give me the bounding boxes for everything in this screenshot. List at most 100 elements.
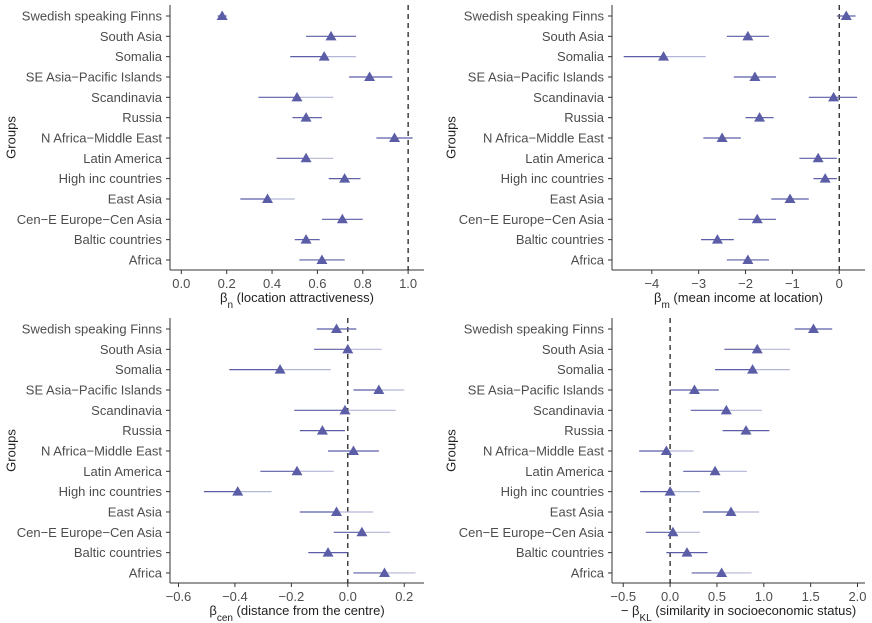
x-tick-label: −0.2	[279, 589, 305, 604]
group-label: Africa	[571, 565, 605, 580]
estimate-marker	[740, 425, 752, 435]
y-axis-title: Groups	[3, 429, 18, 472]
estimate-marker	[331, 506, 343, 516]
estimate-marker	[747, 364, 759, 374]
y-axis-title: Groups	[3, 116, 18, 159]
estimate-marker	[716, 567, 728, 577]
group-label: Russia	[122, 423, 163, 438]
group-label: Swedish speaking Finns	[22, 9, 163, 24]
group-label: High inc countries	[59, 171, 163, 186]
estimate-marker	[316, 254, 328, 264]
group-label: South Asia	[542, 342, 605, 357]
estimate-marker	[681, 547, 693, 557]
group-label: Latin America	[525, 464, 605, 479]
estimate-marker	[274, 364, 286, 374]
estimate-marker	[232, 486, 244, 496]
group-label: Cen−E Europe−Cen Asia	[459, 525, 605, 540]
group-label: Scandinavia	[91, 403, 163, 418]
group-label: Cen−E Europe−Cen Asia	[17, 525, 163, 540]
group-label: Somalia	[557, 49, 605, 64]
x-tick-label: 2.0	[848, 589, 866, 604]
x-axis-title: βm (mean income at location)	[654, 290, 823, 311]
x-tick-label: 0.6	[308, 276, 326, 291]
group-label: Baltic countries	[516, 545, 605, 560]
group-label: Somalia	[115, 362, 163, 377]
x-tick-label: 1.0	[755, 589, 773, 604]
group-label: Russia	[122, 110, 163, 125]
estimate-marker	[339, 404, 351, 415]
estimate-marker	[709, 465, 721, 476]
estimate-marker	[664, 486, 676, 496]
estimate-marker	[300, 152, 312, 163]
x-axis-title: βn (location attractiveness)	[220, 290, 374, 311]
group-label: High inc countries	[59, 484, 163, 499]
estimate-marker	[389, 132, 401, 142]
estimate-marker	[711, 234, 723, 244]
x-tick-label: −3	[691, 276, 706, 291]
estimate-marker	[667, 526, 679, 537]
x-tick-label: 0.5	[708, 589, 726, 604]
group-label: South Asia	[542, 29, 605, 44]
group-label: High inc countries	[501, 171, 605, 186]
group-label: N Africa−Middle East	[41, 130, 162, 145]
group-label: SE Asia−Pacific Islands	[468, 69, 605, 84]
x-axis-title: − βKL (similarity in socioeconomic statu…	[621, 603, 856, 623]
x-tick-label: 0.2	[218, 276, 236, 291]
estimate-marker	[216, 10, 228, 20]
group-label: South Asia	[100, 342, 163, 357]
panel-mean-income: −4 −3 −2 −1 0 Swedish speaking Finns South Asi…	[443, 5, 865, 311]
estimate-marker	[291, 91, 303, 102]
estimate-marker	[754, 112, 766, 122]
group-label: N Africa−Middle East	[41, 443, 162, 458]
panel-distance-centre: −0.6 −0.4 −0.2 0.0 0.2 Swedish speaking Finns…	[3, 318, 424, 623]
estimate-marker	[742, 254, 754, 264]
estimate-marker	[291, 465, 303, 476]
estimate-marker	[322, 547, 334, 557]
group-label: Swedish speaking Finns	[464, 9, 605, 24]
estimate-marker	[262, 193, 274, 203]
x-tick-label: 0.2	[395, 589, 413, 604]
group-label: East Asia	[550, 191, 605, 206]
estimate-marker	[378, 567, 390, 577]
group-label: Latin America	[83, 151, 163, 166]
estimate-marker	[339, 173, 351, 183]
group-label: Africa	[129, 252, 163, 267]
estimate-marker	[336, 213, 348, 224]
group-label: East Asia	[108, 191, 163, 206]
estimate-marker	[316, 425, 328, 435]
group-label: SE Asia−Pacific Islands	[468, 382, 605, 397]
x-tick-label: −1	[785, 276, 800, 291]
x-tick-label: 0	[836, 276, 843, 291]
panel-socioeconomic-similarity: −0.5 0.0 0.5 1.0 1.5 2.0 Swedish speaking Finn…	[443, 318, 867, 623]
group-label: South Asia	[100, 29, 163, 44]
group-label: Cen−E Europe−Cen Asia	[459, 212, 605, 227]
estimate-marker	[373, 384, 385, 394]
estimate-marker	[819, 173, 831, 183]
panel-location-attractiveness: 0.0 0.2 0.4 0.6 0.8 1.0 Swedish speaking Finns…	[3, 5, 424, 311]
estimate-marker	[716, 132, 728, 142]
estimate-marker	[364, 71, 376, 81]
estimate-marker	[720, 404, 732, 415]
group-label: High inc countries	[501, 484, 605, 499]
estimate-marker	[749, 71, 761, 81]
x-tick-label: −0.4	[222, 589, 248, 604]
x-tick-label: −0.5	[610, 589, 636, 604]
group-label: East Asia	[550, 504, 605, 519]
estimate-marker	[751, 213, 763, 224]
x-tick-label: 0.8	[354, 276, 372, 291]
estimate-marker	[325, 30, 337, 41]
estimate-marker	[742, 30, 754, 41]
group-label: SE Asia−Pacific Islands	[26, 382, 163, 397]
estimate-marker	[660, 445, 672, 455]
group-label: Scandinavia	[533, 90, 605, 105]
group-label: Russia	[564, 110, 605, 125]
group-label: Latin America	[525, 151, 605, 166]
estimate-marker	[300, 112, 312, 122]
estimate-marker	[331, 323, 343, 333]
group-label: East Asia	[108, 504, 163, 519]
group-label: Somalia	[557, 362, 605, 377]
y-axis-title: Groups	[443, 429, 458, 472]
estimate-marker	[342, 343, 354, 354]
estimate-marker	[807, 323, 819, 333]
group-label: N Africa−Middle East	[483, 443, 604, 458]
